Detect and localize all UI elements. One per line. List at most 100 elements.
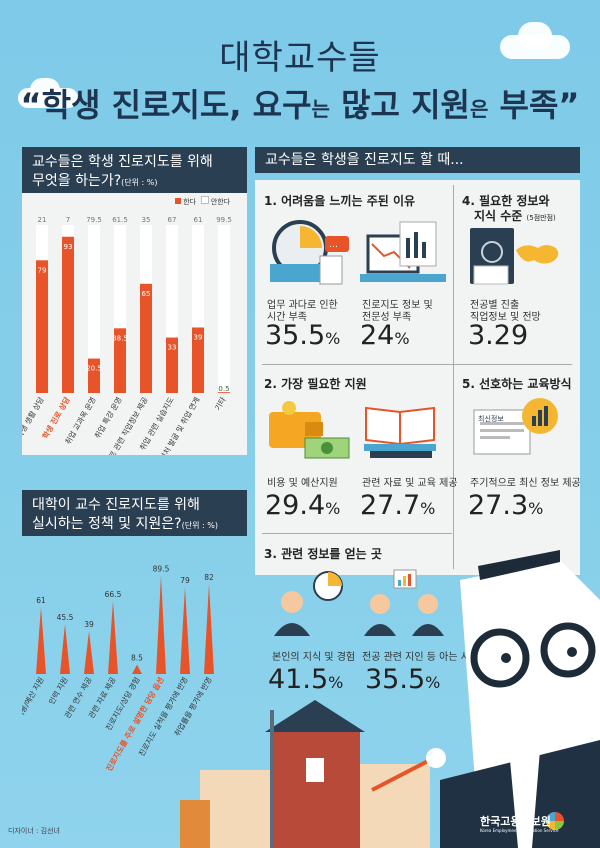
right-divider-h2 (262, 533, 452, 534)
s3a-value: 41.5% (268, 664, 344, 695)
chart1-label-yes: 33 (168, 344, 177, 352)
section4-title-line1: 4. 필요한 정보와 (462, 194, 550, 208)
s2b-label: 관련 자료 및 교육 제공 (362, 478, 458, 489)
logo-mark (546, 812, 564, 830)
s4-value: 3.29 (468, 320, 529, 351)
chart1-bar-yes (114, 328, 126, 393)
s2b-value: 27.7% (360, 490, 436, 521)
s2a-label: 비용 및 예산지원 (267, 478, 338, 489)
chart1-bar-yes (218, 392, 230, 393)
chart2-value-label: 66.5 (105, 590, 122, 599)
chart1-bar-yes (62, 236, 74, 393)
chart1-bar-no (62, 225, 74, 237)
graph-monitor-icon (360, 221, 446, 282)
designer-credit: 디자이너 : 김선녀 (8, 827, 60, 835)
chart1-header-line1: 교수들은 학생 진로지도를 위해 (32, 154, 213, 170)
chart1-panel (22, 193, 247, 455)
chart1-label-no: 79.5 (86, 216, 102, 224)
chart1-label-yes: 0.5 (218, 385, 229, 393)
cloud-shape (30, 78, 60, 102)
s4-label2: 직업정보 및 전망 (470, 312, 541, 323)
section5-title: 5. 선호하는 교육방식 (462, 377, 572, 391)
s1b-label2: 전문성 부족 (362, 312, 412, 323)
chart2-spike (156, 575, 166, 674)
right-divider-v (453, 185, 454, 569)
pointer-stick-icon (371, 748, 446, 792)
wallet-money-icon (269, 401, 350, 459)
chart2-value-label: 61 (36, 596, 46, 605)
svg-text:…: … (329, 240, 338, 250)
chart2-category-label: 인력 지원 (46, 675, 70, 706)
chart1-label-yes: 39 (194, 333, 203, 341)
s3b-value: 35.5% (365, 664, 441, 695)
chart2-header-line1: 대학이 교수 진로지도를 위해 (32, 497, 200, 513)
section4-title-line2: 지식 수준 (5점만점) (474, 209, 556, 223)
organization-logo: 한국고용정보원 (480, 815, 551, 828)
chart2-value-label: 79 (180, 576, 190, 585)
newspaper-chart-icon (473, 398, 558, 455)
chart2-spike (132, 664, 142, 674)
chart1-category-label: 기타 (213, 395, 228, 412)
chart1-label-no: 7 (66, 216, 70, 224)
s1b-value: 24% (360, 320, 410, 351)
clock-document-icon: … (270, 220, 349, 285)
chart2-spike (204, 583, 214, 674)
chart1-label-yes: 65 (142, 290, 151, 298)
chart2-value-label: 89.5 (153, 565, 170, 574)
chart2-spike (36, 606, 46, 674)
chart2-spike (84, 631, 94, 674)
chart2-spike (180, 587, 190, 674)
chart1-bar-no (192, 225, 204, 328)
chart2-value-label: 45.5 (57, 613, 74, 622)
chart1-bar-yes (36, 260, 48, 393)
chart1-header-line2: 무엇을 하는가?(단위 : %) (32, 173, 158, 189)
chart1-bar-no (88, 225, 100, 359)
section2-title: 2. 가장 필요한 지원 (264, 377, 367, 391)
s1b-label1: 진로지도 정보 및 (362, 300, 433, 311)
passport-map-icon (470, 228, 559, 285)
chart2-spike (60, 623, 70, 674)
chart1-label-no: 61.5 (112, 216, 128, 224)
chart1-header: 교수들은 학생 진로지도를 위해 무엇을 하는가?(단위 : %) (22, 147, 247, 193)
professor-illustration (440, 550, 600, 848)
chart1-bar-yes (166, 337, 178, 393)
chart1-bar-yes (88, 358, 100, 393)
chart1-bar-yes (140, 283, 152, 393)
section3-title: 3. 관련 정보를 얻는 곳 (264, 547, 382, 561)
right-divider-h1 (262, 364, 572, 365)
chart1-category-label: 취업 특강 운영 (92, 395, 124, 440)
s3b-label: 전공 관련 지인 등 아는 사람 (362, 652, 480, 663)
chart1-label-no: 21 (38, 216, 47, 224)
chart1-label-no: 35 (142, 216, 151, 224)
person-pie-icon (274, 571, 343, 636)
chart1-label-yes: 20.5 (86, 365, 102, 373)
chart2-value-label: 8.5 (131, 654, 143, 663)
s2a-value: 29.4% (265, 490, 341, 521)
chart1-bar-no (140, 225, 152, 284)
chart2-category-label: 비용/예산 지원 (22, 675, 46, 720)
chart2-header-line2: 실시하는 정책 및 지원은?(단위 : %) (32, 516, 218, 532)
section1-title: 1. 어려움을 느끼는 주된 이유 (264, 194, 416, 208)
chart1-label-yes: 38.5 (112, 334, 128, 342)
chart1-label-yes: 79 (38, 266, 47, 274)
chart1-bar-no (114, 225, 126, 329)
chart1-label-no: 99.5 (216, 216, 232, 224)
chart1-label-no: 67 (168, 216, 177, 224)
chart2-spike (108, 600, 118, 674)
chart2-value-label: 39 (84, 620, 94, 629)
chart1-legend: 한다 안한다 (175, 196, 245, 207)
s4-label1: 전공별 진출 (470, 300, 520, 311)
page-title-line1: 대학교수들 (219, 38, 381, 78)
chart2-value-label: 82 (204, 573, 214, 582)
chart1-bar-no (218, 225, 230, 393)
s1a-label1: 업무 과다로 인한 (267, 300, 338, 311)
chart1-bar-yes (192, 327, 204, 393)
chart1-label-no: 61 (194, 216, 203, 224)
page-title-line2: “학생 진로지도, 요구는 많고 지원은 부족” (20, 86, 580, 124)
chart2-header: 대학이 교수 진로지도를 위해 실시하는 정책 및 지원은?(단위 : %) (22, 490, 247, 536)
two-people-icon (364, 569, 444, 636)
chart1-bar-no (166, 225, 178, 338)
s1a-value: 35.5% (265, 320, 341, 351)
